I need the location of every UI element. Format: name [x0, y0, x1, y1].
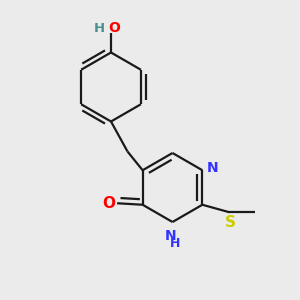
Text: S: S [225, 215, 236, 230]
Text: H: H [170, 237, 181, 250]
Text: N: N [206, 161, 218, 175]
Text: O: O [109, 22, 121, 35]
Text: O: O [102, 196, 115, 211]
Text: N: N [165, 229, 177, 242]
Text: H: H [94, 22, 105, 35]
